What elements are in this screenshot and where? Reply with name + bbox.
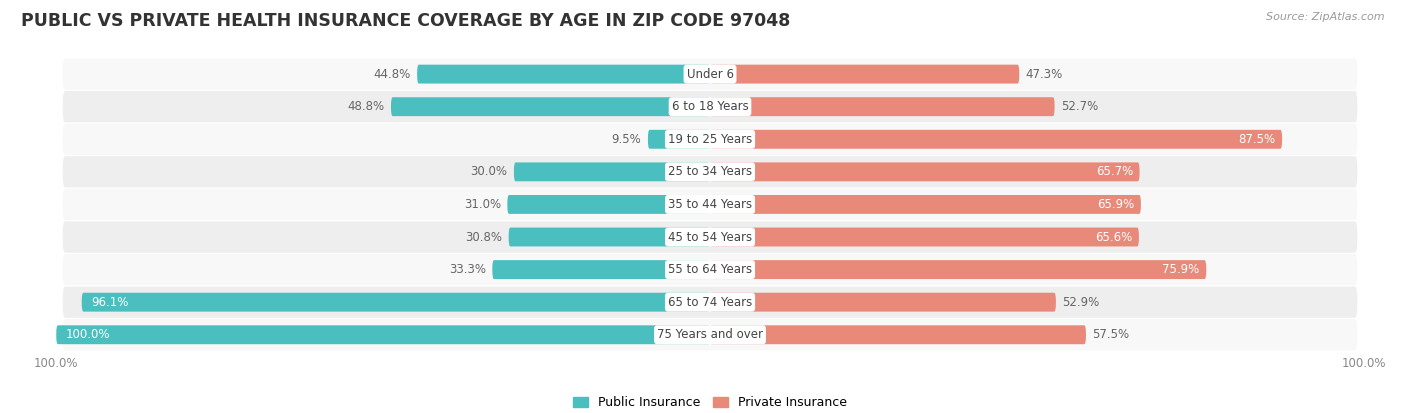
Text: 57.5%: 57.5%	[1092, 328, 1129, 341]
Text: Source: ZipAtlas.com: Source: ZipAtlas.com	[1267, 12, 1385, 22]
FancyBboxPatch shape	[391, 97, 710, 116]
Text: 30.0%: 30.0%	[471, 165, 508, 178]
FancyBboxPatch shape	[710, 97, 1054, 116]
Text: 44.8%: 44.8%	[374, 68, 411, 81]
FancyBboxPatch shape	[508, 195, 710, 214]
Text: 65.7%: 65.7%	[1095, 165, 1133, 178]
Text: 65.6%: 65.6%	[1095, 230, 1132, 244]
Text: 35 to 44 Years: 35 to 44 Years	[668, 198, 752, 211]
Text: 9.5%: 9.5%	[612, 133, 641, 146]
Text: PUBLIC VS PRIVATE HEALTH INSURANCE COVERAGE BY AGE IN ZIP CODE 97048: PUBLIC VS PRIVATE HEALTH INSURANCE COVER…	[21, 12, 790, 31]
FancyBboxPatch shape	[63, 287, 1357, 318]
Text: 65 to 74 Years: 65 to 74 Years	[668, 296, 752, 309]
FancyBboxPatch shape	[63, 221, 1357, 253]
FancyBboxPatch shape	[710, 325, 1085, 344]
Text: 87.5%: 87.5%	[1239, 133, 1275, 146]
Text: Under 6: Under 6	[686, 68, 734, 81]
FancyBboxPatch shape	[82, 293, 710, 312]
FancyBboxPatch shape	[710, 260, 1206, 279]
FancyBboxPatch shape	[648, 130, 710, 149]
FancyBboxPatch shape	[710, 228, 1139, 247]
Text: 52.7%: 52.7%	[1062, 100, 1098, 113]
Legend: Public Insurance, Private Insurance: Public Insurance, Private Insurance	[574, 396, 846, 409]
Text: 100.0%: 100.0%	[66, 328, 111, 341]
Text: 6 to 18 Years: 6 to 18 Years	[672, 100, 748, 113]
FancyBboxPatch shape	[63, 189, 1357, 220]
Text: 52.9%: 52.9%	[1063, 296, 1099, 309]
FancyBboxPatch shape	[63, 156, 1357, 188]
FancyBboxPatch shape	[63, 319, 1357, 350]
Text: 45 to 54 Years: 45 to 54 Years	[668, 230, 752, 244]
FancyBboxPatch shape	[63, 91, 1357, 122]
FancyBboxPatch shape	[710, 162, 1140, 181]
FancyBboxPatch shape	[56, 325, 710, 344]
FancyBboxPatch shape	[515, 162, 710, 181]
Text: 19 to 25 Years: 19 to 25 Years	[668, 133, 752, 146]
Text: 31.0%: 31.0%	[464, 198, 501, 211]
Text: 96.1%: 96.1%	[91, 296, 129, 309]
FancyBboxPatch shape	[63, 59, 1357, 90]
Text: 33.3%: 33.3%	[449, 263, 486, 276]
FancyBboxPatch shape	[63, 123, 1357, 155]
FancyBboxPatch shape	[710, 130, 1282, 149]
Text: 75 Years and over: 75 Years and over	[657, 328, 763, 341]
FancyBboxPatch shape	[710, 65, 1019, 83]
Text: 65.9%: 65.9%	[1097, 198, 1135, 211]
Text: 47.3%: 47.3%	[1026, 68, 1063, 81]
FancyBboxPatch shape	[418, 65, 710, 83]
Text: 55 to 64 Years: 55 to 64 Years	[668, 263, 752, 276]
FancyBboxPatch shape	[63, 254, 1357, 285]
FancyBboxPatch shape	[710, 195, 1140, 214]
Text: 75.9%: 75.9%	[1163, 263, 1199, 276]
Text: 48.8%: 48.8%	[347, 100, 384, 113]
FancyBboxPatch shape	[509, 228, 710, 247]
FancyBboxPatch shape	[492, 260, 710, 279]
Text: 25 to 34 Years: 25 to 34 Years	[668, 165, 752, 178]
Text: 30.8%: 30.8%	[465, 230, 502, 244]
FancyBboxPatch shape	[710, 293, 1056, 312]
